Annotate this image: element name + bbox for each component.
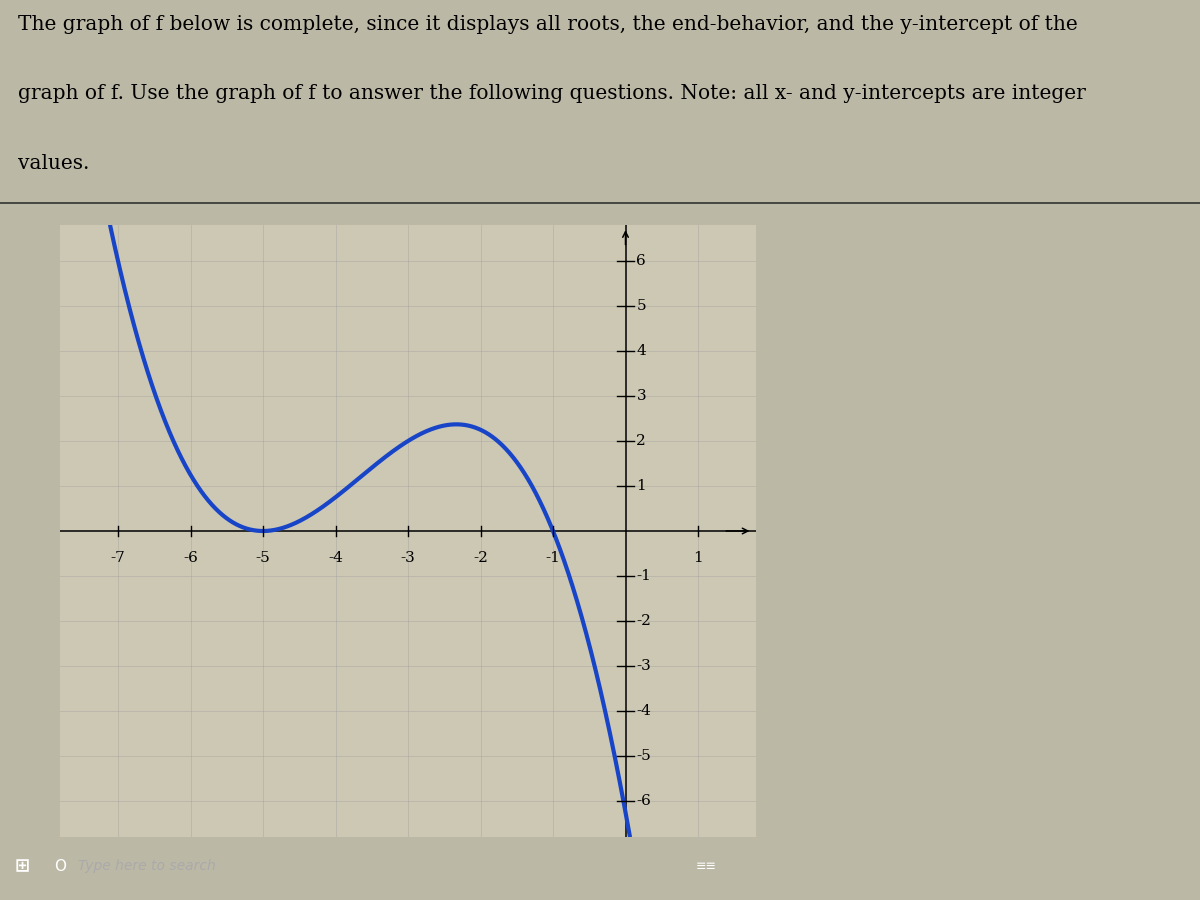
Text: -6: -6 [184, 551, 198, 565]
Text: -1: -1 [636, 569, 652, 583]
Text: values.: values. [18, 154, 89, 173]
Text: -7: -7 [110, 551, 125, 565]
Text: 4: 4 [636, 344, 646, 358]
Text: -3: -3 [636, 659, 652, 673]
Text: ≡≡: ≡≡ [696, 860, 718, 873]
Text: O: O [54, 859, 66, 874]
Text: graph of f. Use the graph of f to answer the following questions. Note: all x- a: graph of f. Use the graph of f to answer… [18, 85, 1086, 104]
Text: -1: -1 [546, 551, 560, 565]
Text: -5: -5 [256, 551, 270, 565]
Text: -4: -4 [636, 704, 652, 718]
Text: -3: -3 [401, 551, 415, 565]
Text: 6: 6 [636, 254, 646, 268]
Text: -6: -6 [636, 794, 652, 808]
Text: -5: -5 [636, 749, 652, 763]
Text: Type here to search: Type here to search [78, 860, 216, 873]
Text: 2: 2 [636, 434, 646, 448]
Text: -2: -2 [473, 551, 488, 565]
Text: 3: 3 [636, 389, 646, 403]
Text: The graph of f below is complete, since it displays all roots, the end-behavior,: The graph of f below is complete, since … [18, 15, 1078, 34]
Text: 1: 1 [636, 479, 646, 493]
Text: -2: -2 [636, 614, 652, 628]
Text: ⊞: ⊞ [14, 858, 30, 876]
Text: 5: 5 [636, 299, 646, 313]
Text: -4: -4 [328, 551, 343, 565]
Text: 1: 1 [694, 551, 703, 565]
